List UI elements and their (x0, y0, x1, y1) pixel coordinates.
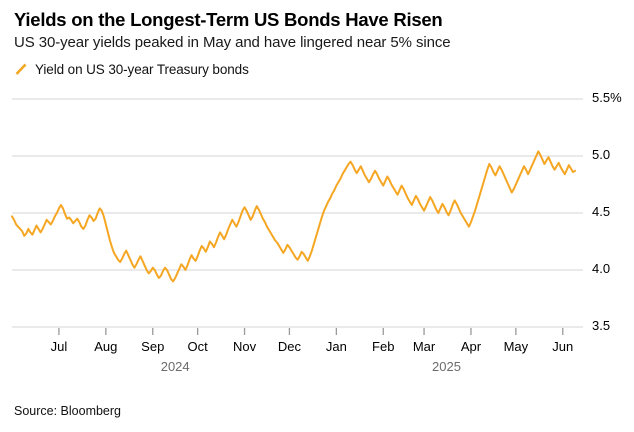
page-subtitle: US 30-year yields peaked in May and have… (14, 34, 451, 51)
x-axis-tick-label: Jun (552, 339, 574, 354)
page-title: Yields on the Longest-Term US Bonds Have… (14, 9, 443, 30)
x-axis-year-label: 2024 (160, 359, 190, 374)
x-axis-tick-label: Jan (325, 339, 347, 354)
x-axis-tick-label: Dec (277, 339, 301, 354)
x-axis-year-label: 2025 (432, 359, 461, 374)
y-axis-tick-label: 5.0 (592, 147, 611, 162)
x-axis-tick-label: Oct (187, 339, 208, 354)
x-axis-tick-label: Feb (372, 339, 395, 354)
x-axis-tick-label: Nov (232, 339, 257, 354)
source-note: Source: Bloomberg (14, 404, 122, 418)
y-axis-tick-label: 4.0 (592, 261, 611, 276)
y-axis-tick-label: 5.5% (592, 90, 622, 105)
x-axis-tick-label: May (503, 339, 529, 354)
series-line (11, 150, 576, 283)
x-axis-tick-label: Sep (141, 339, 165, 354)
legend-item-label: Yield on US 30-year Treasury bonds (35, 61, 249, 77)
x-axis-tick-label: Mar (412, 339, 436, 354)
y-axis-tick-label: 4.5 (592, 204, 611, 219)
chart-legend: Yield on US 30-year Treasury bonds (14, 60, 249, 78)
line-chart-svg (11, 98, 583, 335)
y-axis-tick-label: 3.5 (592, 318, 611, 333)
x-axis-tick-label: Apr (460, 339, 482, 354)
chart-plot-area: 3.5 4.0 4.5 5.0 5.5% Jul Aug Sep Oct Nov Dec Jan Feb… (0, 78, 634, 374)
x-axis-tick-label: Aug (94, 339, 118, 354)
legend-slash-icon (14, 62, 28, 76)
x-axis-tick-label: Jul (50, 339, 68, 354)
